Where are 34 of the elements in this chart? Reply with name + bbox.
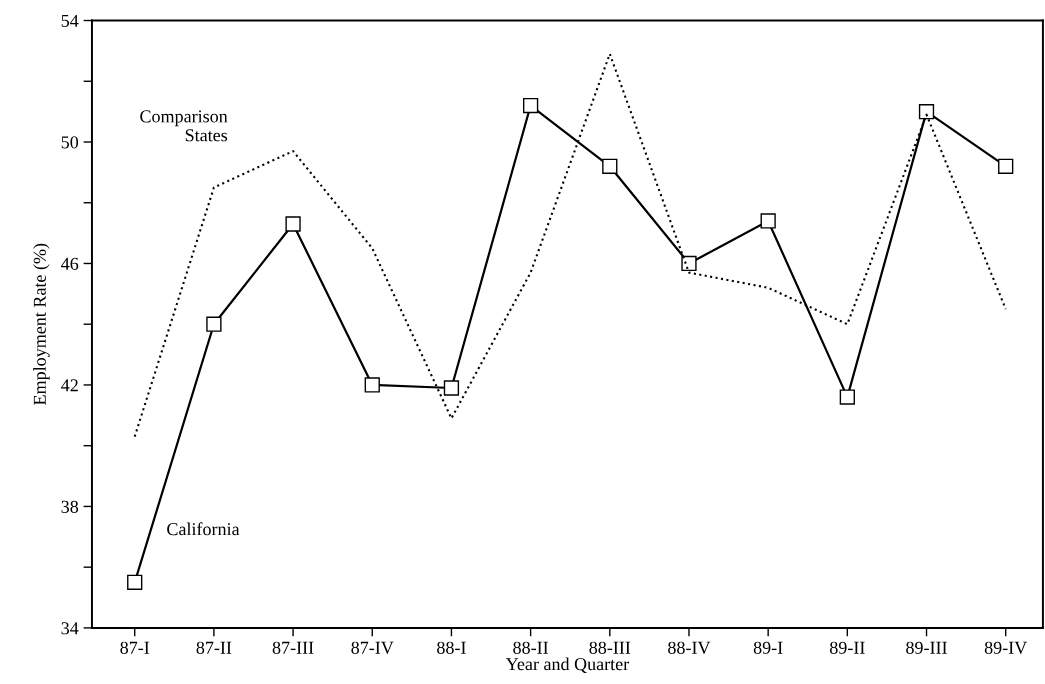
x-tick-label: 88-I bbox=[437, 641, 466, 654]
x-tick-label: 89-I bbox=[753, 641, 783, 654]
point bbox=[602, 158, 618, 174]
x-tick-label: 89-II bbox=[829, 641, 865, 654]
x-tick-label: 87-I bbox=[120, 641, 150, 654]
point bbox=[760, 213, 776, 229]
y-tick-label: 50 bbox=[61, 136, 79, 149]
y-tick-label: 54 bbox=[61, 14, 79, 27]
point bbox=[443, 380, 460, 396]
point bbox=[681, 255, 697, 272]
point bbox=[364, 377, 380, 393]
x-tick-label: 88-II bbox=[513, 641, 549, 654]
point bbox=[522, 97, 539, 114]
x-tick-label: 87-II bbox=[196, 641, 232, 654]
y-tick-label: 38 bbox=[61, 500, 79, 513]
y-tick-label: 46 bbox=[61, 257, 79, 270]
text: Comparison States bbox=[140, 110, 228, 142]
y-tick-label: 42 bbox=[61, 379, 78, 392]
x-axis-title: Year and Quarter bbox=[505, 657, 630, 673]
point bbox=[918, 103, 935, 120]
y-axis-title: Employment Rate (%) bbox=[33, 243, 50, 405]
point bbox=[206, 316, 222, 332]
x-tick-label: 89-III bbox=[906, 641, 947, 654]
y-tick-label: 34 bbox=[61, 622, 79, 635]
point bbox=[839, 389, 855, 405]
x-tick-label: 89-IV bbox=[984, 641, 1028, 654]
x-tick-label: 88-III bbox=[589, 641, 631, 654]
x-tick-label: 88-IV bbox=[668, 641, 711, 654]
series-label: California bbox=[167, 522, 240, 536]
point bbox=[285, 216, 301, 232]
x-tick-label: 87-IV bbox=[351, 641, 394, 654]
x-tick-label: 87-III bbox=[272, 641, 314, 654]
point bbox=[127, 574, 143, 590]
point bbox=[998, 158, 1014, 174]
